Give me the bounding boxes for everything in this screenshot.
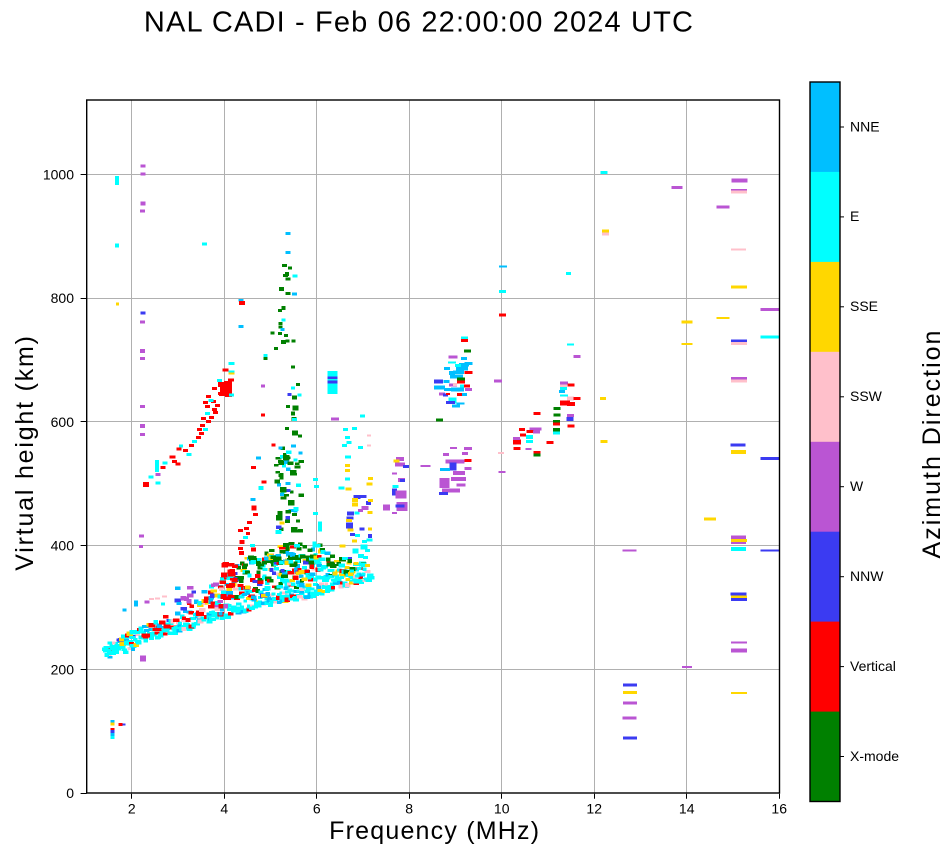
- svg-text:8: 8: [405, 801, 413, 817]
- svg-text:12: 12: [586, 801, 602, 817]
- svg-text:SSW: SSW: [850, 388, 883, 404]
- svg-text:6: 6: [313, 801, 321, 817]
- svg-text:16: 16: [771, 801, 787, 817]
- svg-text:SSE: SSE: [850, 298, 878, 314]
- svg-text:14: 14: [679, 801, 695, 817]
- svg-text:Vertical: Vertical: [850, 658, 896, 674]
- svg-text:NAL CADI - Feb 06 22:00:00 202: NAL CADI - Feb 06 22:00:00 2024 UTC: [144, 7, 694, 39]
- svg-text:E: E: [850, 208, 859, 224]
- svg-text:200: 200: [51, 661, 75, 677]
- svg-text:Azimuth Direction: Azimuth Direction: [918, 329, 946, 559]
- svg-text:Virtual height (km): Virtual height (km): [11, 334, 39, 571]
- svg-text:400: 400: [51, 538, 75, 554]
- svg-text:0: 0: [66, 785, 74, 801]
- svg-text:1000: 1000: [43, 167, 74, 183]
- svg-text:NNW: NNW: [850, 568, 884, 584]
- svg-text:Frequency (MHz): Frequency (MHz): [329, 817, 540, 845]
- svg-text:600: 600: [51, 414, 75, 430]
- svg-text:4: 4: [220, 801, 228, 817]
- svg-text:W: W: [850, 478, 864, 494]
- svg-text:800: 800: [51, 290, 75, 306]
- svg-text:2: 2: [128, 801, 136, 817]
- svg-text:10: 10: [494, 801, 510, 817]
- svg-text:NNE: NNE: [850, 118, 880, 134]
- svg-text:X-mode: X-mode: [850, 748, 899, 764]
